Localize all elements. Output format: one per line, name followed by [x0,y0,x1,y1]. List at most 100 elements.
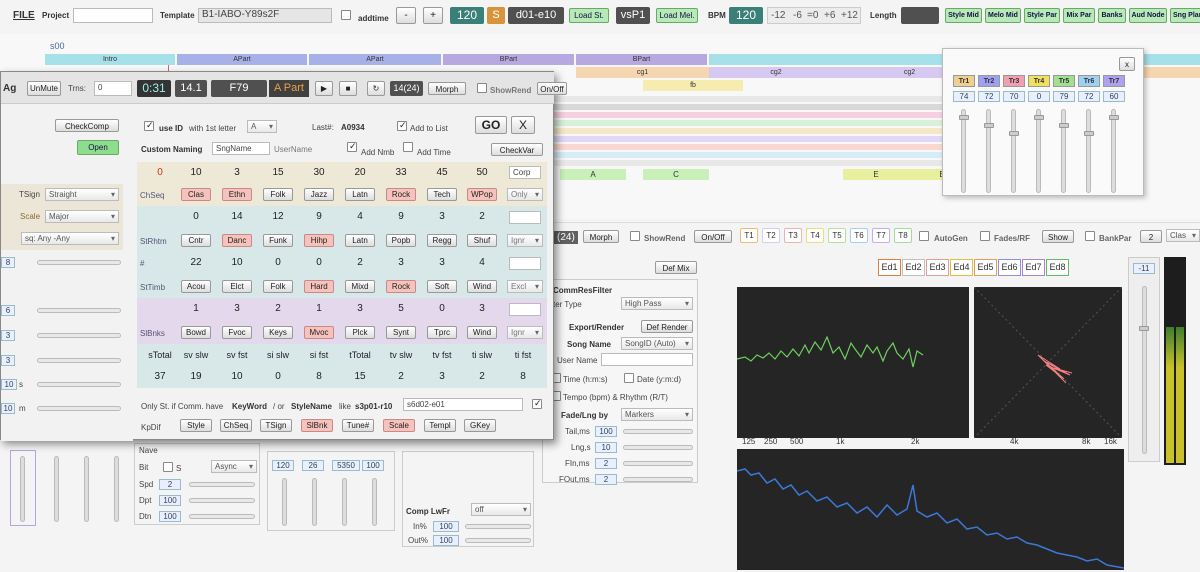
track-button-8[interactable]: T8 [894,228,912,243]
tail-slider[interactable] [623,429,693,434]
mixer-fader-6[interactable] [1086,109,1091,193]
grid-pill-sttimb-3[interactable]: Hard [304,280,334,293]
knob-slider-3[interactable] [372,478,377,526]
kpdif-button-1[interactable]: ChSeq [220,419,252,432]
bg-morph-button[interactable]: Morph [583,230,619,243]
transpose-p12[interactable]: +12 [841,10,858,21]
user-name-input[interactable] [601,353,693,366]
grid-pill-slbnks-4[interactable]: Plck [345,326,375,339]
editor-tab-6[interactable]: Ed6 [998,259,1021,276]
grid-pill-strhtm-0[interactable]: Cntr [181,234,211,247]
grid-pill-slbnks-1[interactable]: Fvoc [222,326,252,339]
grid-pill-slbnks-3[interactable]: Mvoc [304,326,334,339]
scale-select[interactable]: Major [45,210,119,223]
corp-input[interactable]: Corp [509,166,541,179]
left-value-5[interactable]: 10 [1,379,17,390]
grid-pill-sttimb-4[interactable]: Mixd [345,280,375,293]
add-to-list-checkbox[interactable] [397,120,407,131]
grid-pill-sttimb-0[interactable]: Acou [181,280,211,293]
section-3[interactable]: BPart [443,54,574,65]
play-button[interactable]: ▶ [315,81,333,96]
grid-value-row6-4[interactable]: 3 [357,303,363,314]
grid-value-row2-2[interactable]: 12 [272,211,284,222]
grid-value-row4-4[interactable]: 2 [357,257,363,268]
grid-select-chseq[interactable]: Only [507,188,543,201]
grid-value-row0-8[interactable]: 50 [476,167,488,178]
load-mel-button[interactable]: Load Mel. [656,8,698,23]
grid-pill-slbnks-7[interactable]: Wind [467,326,497,339]
mixer-fader-knob-4[interactable] [1034,115,1044,120]
left-vslider-4[interactable] [114,456,119,522]
mixer-track-1[interactable]: Tr1 [953,75,975,87]
transpose-p6[interactable]: +6 [824,10,836,21]
grid-pill-strhtm-4[interactable]: Latn [345,234,375,247]
date-checkbox[interactable] [624,373,634,383]
bankpar-value[interactable]: 2 [1140,230,1162,243]
top-tab-3[interactable]: Mix Par [1063,8,1095,23]
grid-pill-sttimb-6[interactable]: Soft [427,280,457,293]
bg-clas-select[interactable]: Clas [1166,229,1200,242]
dpt-slider[interactable] [189,498,255,503]
knob-value-3[interactable]: 100 [362,460,384,471]
track-button-7[interactable]: T7 [872,228,890,243]
top-tab-0[interactable]: Style Mid [945,8,982,23]
grid-pill-strhtm-5[interactable]: Popb [386,234,416,247]
kpdif-button-6[interactable]: Templ [424,419,456,432]
grid-pill-chseq-1[interactable]: Ethn [222,188,252,201]
unmute-button[interactable]: UnMute [27,81,61,96]
bg-showrend-checkbox[interactable] [630,231,640,241]
letter-select[interactable]: A [247,120,277,133]
grid-pill-strhtm-3[interactable]: Hihp [304,234,334,247]
bit-s-checkbox[interactable] [163,462,173,472]
kpdif-button-5[interactable]: Scale [383,419,415,432]
grid-value-row6-1[interactable]: 3 [234,303,240,314]
template-input[interactable]: B1-IABO-Y89s2F [198,8,332,23]
filter-type-select[interactable]: High Pass [621,297,693,310]
mixer-track-2[interactable]: Tr2 [978,75,1000,87]
editor-tab-8[interactable]: Ed8 [1046,259,1069,276]
kpdif-button-3[interactable]: SlBnk [301,419,333,432]
grid-pill-sttimb-1[interactable]: Elct [222,280,252,293]
section-0[interactable]: Intro [45,54,175,65]
knob-slider-0[interactable] [282,478,287,526]
grid-select-strhtm[interactable]: Ignr [507,234,543,247]
comp-select[interactable]: off [471,503,531,516]
go-button[interactable]: GO [475,116,507,134]
dtn-slider[interactable] [189,514,255,519]
grid-pill-sttimb-5[interactable]: Rock [386,280,416,293]
trns-input[interactable]: 0 [94,81,132,96]
left-value-1[interactable]: 8 [1,257,15,268]
grid-value-row6-6[interactable]: 0 [439,303,445,314]
track-button-3[interactable]: T3 [784,228,802,243]
grid-value-row0-3[interactable]: 15 [272,167,284,178]
plus-button[interactable]: + [423,7,443,24]
top-tab-5[interactable]: Aud Node [1129,8,1167,23]
track-button-4[interactable]: T4 [806,228,824,243]
mixer-fader-knob-6[interactable] [1084,131,1094,136]
fout-value[interactable]: 2 [595,474,617,485]
bg-onoff-button[interactable]: On/Off [694,230,732,243]
transpose-m6[interactable]: -6 [793,10,802,21]
mixer-close-button[interactable]: x [1119,57,1135,71]
mixer-value-4[interactable]: 0 [1028,91,1050,102]
spd-slider[interactable] [189,482,255,487]
kpdif-button-4[interactable]: Tune# [342,419,374,432]
mixer-value-6[interactable]: 72 [1078,91,1100,102]
left-slider-1[interactable] [37,260,121,265]
knob-slider-1[interactable] [312,478,317,526]
grid-blank-input-4[interactable] [509,257,541,270]
kpdif-button-2[interactable]: TSign [260,419,292,432]
section-2[interactable]: APart [309,54,441,65]
top-tab-1[interactable]: Melo Mid [985,8,1021,23]
morph-button[interactable]: Morph [428,82,466,95]
top-tab-6[interactable]: Sng Plan [1170,8,1200,23]
mixer-fader-knob-3[interactable] [1009,131,1019,136]
grid-select-slbnks[interactable]: Ignr [507,326,543,339]
transpose-0[interactable]: =0 [807,10,819,21]
mixer-track-3[interactable]: Tr3 [1003,75,1025,87]
grid-pill-slbnks-5[interactable]: Synt [386,326,416,339]
grid-value-row4-0[interactable]: 22 [190,257,202,268]
grid-pill-slbnks-6[interactable]: Tprc [427,326,457,339]
grid-pill-strhtm-1[interactable]: Danc [222,234,252,247]
mixer-fader-knob-7[interactable] [1109,115,1119,120]
